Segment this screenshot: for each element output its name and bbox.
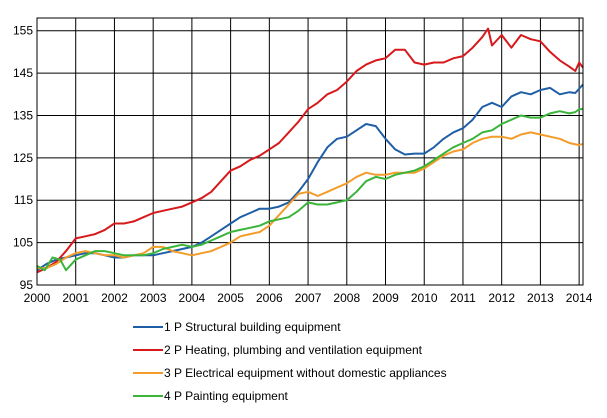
x-tick-label: 2004 [179,291,206,305]
x-tick-label: 2000 [24,291,51,305]
x-tick-label: 2002 [101,291,128,305]
legend: 1 P Structural building equipment 2 P Hea… [133,320,447,403]
x-tick-label: 2014 [566,291,593,305]
legend-label-1: 1 P Structural building equipment [164,320,341,334]
y-tick-label: 105 [13,236,33,250]
series-line-4 [36,108,583,272]
y-axis-tick-labels: 95 105 115 125 135 145 155 [13,24,33,292]
y-tick-label: 145 [13,66,33,80]
x-tick-label: 2003 [140,291,167,305]
x-tick-label: 2012 [488,291,515,305]
legend-label-4: 4 P Painting equipment [164,389,289,403]
x-tick-label: 2007 [295,291,322,305]
series-lines [36,27,584,274]
y-tick-label: 125 [13,151,33,165]
x-tick-label: 2006 [256,291,283,305]
y-tick-label: 115 [14,193,33,207]
x-axis-tick-labels: 2000 2001 2002 2003 2004 2005 2006 2007 2008 2009… [24,291,593,305]
x-tick-label: 2011 [450,291,476,305]
plot-frame [36,17,584,286]
y-tick-label: 135 [13,108,33,122]
y-tick-label: 155 [13,24,33,38]
legend-label-2: 2 P Heating, plumbing and ventilation eq… [164,343,423,357]
x-tick-label: 2001 [62,291,89,305]
x-tick-label: 2008 [333,291,360,305]
legend-label-3: 3 P Electrical equipment without domesti… [164,366,447,380]
x-tick-label: 2005 [217,291,244,305]
x-tick-label: 2009 [372,291,399,305]
x-tick-label: 2010 [411,291,438,305]
y-tick-label: 95 [20,278,34,292]
grid [36,18,583,286]
series-line-3 [37,131,584,269]
series-line-2 [36,27,584,274]
x-tick-label: 2013 [527,291,554,305]
